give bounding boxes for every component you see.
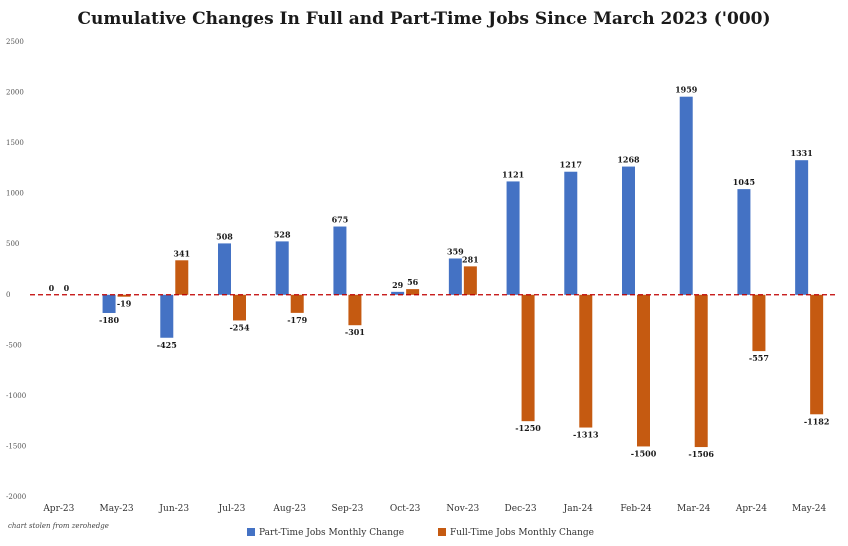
x-tick-label-12: Apr-24	[735, 504, 767, 514]
x-tick-label-5: Sep-23	[332, 504, 364, 514]
data-label-part-time-8: 1121	[502, 169, 524, 179]
data-label-part-time-5: 675	[332, 215, 349, 225]
bar-part-time-7	[448, 258, 462, 295]
data-label-full-time-9: -1313	[573, 430, 599, 440]
x-tick-label-9: Jan-24	[563, 504, 594, 514]
bar-part-time-12	[737, 189, 751, 295]
bar-part-time-11	[679, 96, 693, 295]
legend-label-part-time: Part-Time Jobs Monthly Change	[259, 528, 404, 538]
data-label-part-time-13: 1331	[791, 148, 813, 158]
data-label-part-time-12: 1045	[733, 177, 755, 187]
bar-full-time-9	[579, 294, 593, 428]
data-label-full-time-1: -19	[117, 299, 132, 309]
bar-part-time-2	[160, 294, 174, 338]
bar-part-time-4	[275, 241, 289, 295]
data-label-part-time-3: 508	[216, 231, 233, 241]
chart-title: Cumulative Changes In Full and Part-Time…	[77, 9, 770, 29]
y-tick-label-0: -2000	[6, 493, 26, 501]
legend-swatch-part-time	[247, 528, 255, 536]
bar-full-time-5	[348, 294, 362, 326]
x-tick-label-11: Mar-24	[677, 504, 711, 514]
data-label-full-time-13: -1182	[804, 416, 830, 426]
data-label-full-time-0: 0	[64, 283, 70, 293]
bar-part-time-3	[218, 243, 231, 295]
bar-full-time-6	[406, 289, 420, 295]
data-label-full-time-6: 56	[407, 277, 419, 287]
x-tick-label-10: Feb-24	[620, 504, 652, 514]
legend-swatch-full-time	[438, 528, 446, 536]
data-label-part-time-2: -425	[157, 340, 177, 350]
bars	[102, 96, 824, 448]
data-label-full-time-12: -557	[749, 353, 769, 363]
x-tick-label-8: Dec-23	[505, 504, 537, 514]
x-tick-label-13: May-24	[792, 504, 826, 514]
bar-full-time-3	[233, 294, 246, 321]
x-tick-label-2: Jun-23	[158, 504, 189, 514]
y-tick-label-6: 1000	[6, 190, 24, 198]
x-axis: Apr-23 May-23 Jun-23 Jul-23 Aug-23 Sep-23 Oct-…	[42, 504, 826, 514]
data-label-part-time-9: 1217	[560, 160, 582, 170]
data-labels: 0 0 -180 -19 -425 341 508 -254 528 -179 675 -301 29 5…	[49, 85, 830, 459]
bar-full-time-13	[810, 294, 824, 415]
bar-part-time-6	[391, 291, 405, 295]
legend: Part-Time Jobs Monthly Change Full-Time …	[247, 528, 594, 538]
x-tick-label-6: Oct-23	[390, 504, 421, 514]
x-tick-label-0: Apr-23	[42, 504, 74, 514]
data-label-part-time-1: -180	[99, 315, 119, 325]
bar-full-time-10	[637, 294, 650, 447]
data-label-part-time-7: 359	[447, 246, 464, 256]
bar-part-time-5	[333, 226, 347, 295]
x-tick-label-1: May-23	[99, 504, 133, 514]
data-label-full-time-8: -1250	[515, 423, 541, 433]
bar-part-time-1	[102, 294, 116, 313]
data-label-full-time-3: -254	[229, 322, 249, 332]
y-tick-label-9: 2500	[6, 38, 24, 46]
bar-part-time-9	[564, 171, 578, 295]
y-axis: -2000 -1500 -1000 -500 0 500 1000 1500 2000 2500	[6, 38, 26, 501]
data-label-full-time-11: -1506	[688, 449, 714, 459]
data-label-part-time-0: 0	[49, 283, 55, 293]
data-label-full-time-5: -301	[345, 327, 365, 337]
chart-credit: chart stolen from zerohedge	[8, 522, 109, 530]
x-tick-label-4: Aug-23	[272, 504, 306, 514]
y-tick-label-7: 1500	[6, 139, 24, 147]
data-label-part-time-10: 1268	[617, 155, 640, 165]
bar-full-time-11	[694, 294, 708, 448]
y-tick-label-4: 0	[6, 291, 10, 299]
bar-part-time-13	[795, 160, 809, 295]
data-label-full-time-10: -1500	[631, 448, 657, 458]
y-tick-label-3: -500	[6, 341, 22, 349]
bar-part-time-10	[622, 166, 635, 295]
bar-full-time-1	[117, 294, 131, 297]
data-label-full-time-2: 341	[173, 248, 190, 258]
y-tick-label-5: 500	[6, 240, 19, 248]
bar-full-time-4	[290, 294, 304, 313]
data-label-part-time-4: 528	[274, 229, 291, 239]
x-tick-label-3: Jul-23	[218, 504, 246, 514]
bar-full-time-7	[463, 266, 477, 295]
bar-full-time-12	[752, 294, 766, 352]
bar-full-time-2	[175, 260, 189, 295]
y-tick-label-1: -1500	[6, 442, 26, 450]
data-label-part-time-11: 1959	[675, 85, 698, 95]
bar-full-time-8	[521, 294, 535, 422]
data-label-full-time-4: -179	[287, 315, 307, 325]
data-label-full-time-7: 281	[462, 254, 479, 264]
data-label-part-time-6: 29	[392, 280, 404, 290]
y-tick-label-8: 2000	[6, 89, 24, 97]
y-tick-label-2: -1000	[6, 392, 26, 400]
bar-part-time-8	[506, 181, 520, 295]
legend-label-full-time: Full-Time Jobs Monthly Change	[450, 528, 594, 538]
x-tick-label-7: Nov-23	[446, 504, 479, 514]
